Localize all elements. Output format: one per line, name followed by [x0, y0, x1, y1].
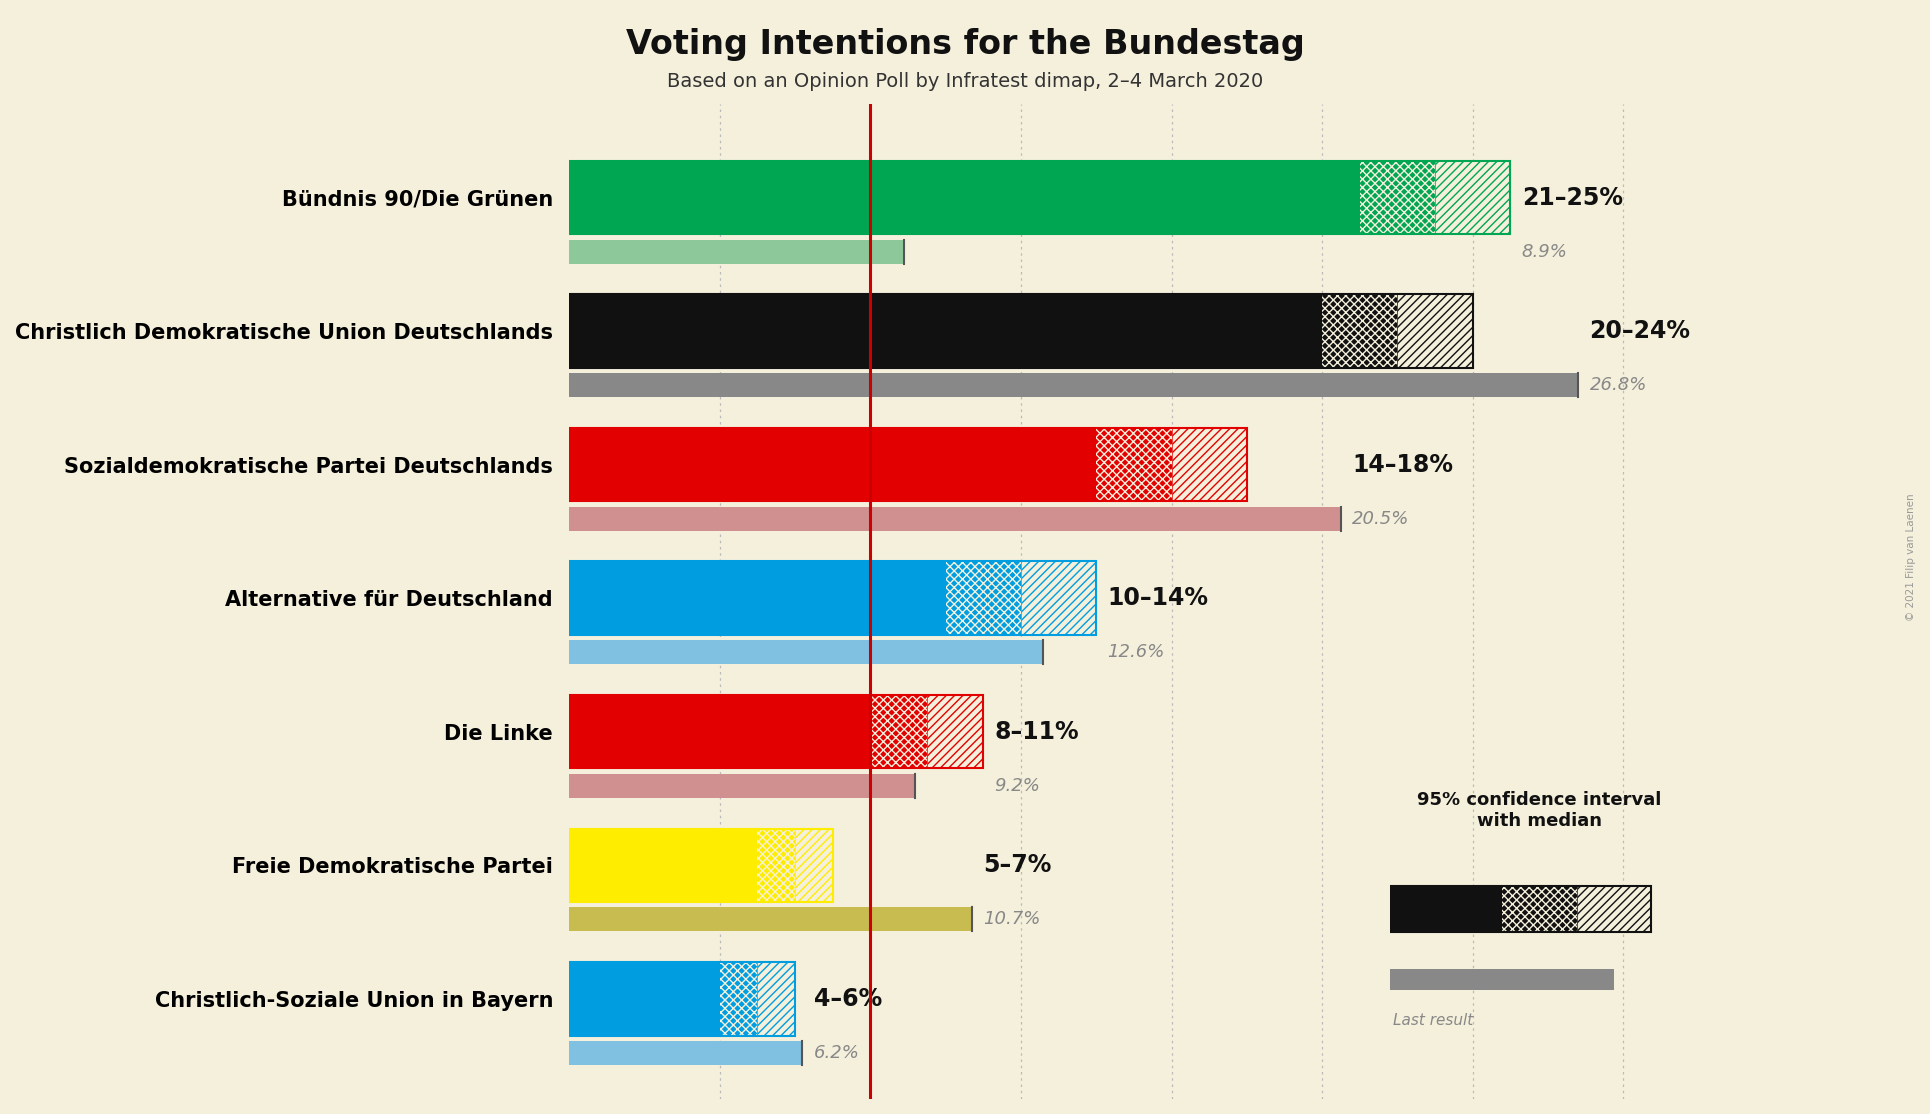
Text: Voting Intentions for the Bundestag: Voting Intentions for the Bundestag — [625, 28, 1305, 61]
Bar — [757, 962, 795, 1036]
Bar — [1361, 160, 1436, 234]
Bar — [1096, 428, 1172, 501]
Bar — [720, 962, 757, 1036]
Text: 95% confidence interval
with median: 95% confidence interval with median — [1417, 791, 1662, 830]
Text: 10–14%: 10–14% — [1108, 586, 1208, 610]
Bar — [1390, 886, 1502, 932]
Text: 12.6%: 12.6% — [1108, 643, 1166, 662]
Bar — [1436, 160, 1511, 234]
Bar — [946, 561, 1021, 635]
Bar — [1361, 160, 1436, 234]
Text: Based on an Opinion Poll by Infratest dimap, 2–4 March 2020: Based on an Opinion Poll by Infratest di… — [668, 72, 1262, 91]
Bar — [569, 641, 1044, 664]
Bar — [795, 829, 832, 902]
Text: 5–7%: 5–7% — [982, 853, 1052, 878]
Text: 9.2%: 9.2% — [994, 776, 1040, 795]
Bar — [1322, 294, 1397, 368]
Bar — [569, 962, 720, 1036]
Text: 21–25%: 21–25% — [1521, 186, 1623, 209]
Bar — [795, 829, 832, 902]
Bar — [569, 695, 870, 769]
Bar — [1397, 294, 1473, 368]
Bar — [870, 695, 926, 769]
Bar — [1322, 294, 1397, 368]
Text: 20–24%: 20–24% — [1590, 319, 1691, 343]
Bar — [569, 160, 1361, 234]
Bar — [926, 695, 982, 769]
Bar — [569, 561, 946, 635]
Text: 6.2%: 6.2% — [814, 1044, 859, 1062]
Text: 4–6%: 4–6% — [814, 987, 882, 1010]
Bar — [757, 829, 795, 902]
Bar — [569, 908, 973, 931]
Bar — [1577, 886, 1652, 932]
Bar — [569, 1040, 803, 1065]
Text: © 2021 Filip van Laenen: © 2021 Filip van Laenen — [1907, 494, 1916, 620]
Bar — [569, 507, 1341, 530]
Text: 10.7%: 10.7% — [982, 910, 1040, 928]
Bar — [757, 829, 795, 902]
Bar — [569, 428, 1247, 501]
Bar — [1502, 886, 1577, 932]
Bar — [569, 294, 1322, 368]
Text: 8–11%: 8–11% — [994, 720, 1079, 744]
Bar — [569, 561, 1096, 635]
Bar — [569, 829, 757, 902]
Bar — [1390, 968, 1613, 990]
Bar — [946, 561, 1021, 635]
Bar — [569, 962, 795, 1036]
Text: 26.8%: 26.8% — [1590, 377, 1646, 394]
Bar — [1502, 886, 1577, 932]
Bar — [870, 695, 926, 769]
Bar — [1096, 428, 1172, 501]
Bar — [1397, 294, 1473, 368]
Bar — [569, 160, 1511, 234]
Bar — [1021, 561, 1096, 635]
Bar — [1172, 428, 1247, 501]
Bar — [1172, 428, 1247, 501]
Bar — [1436, 160, 1511, 234]
Bar — [569, 695, 982, 769]
Bar — [757, 962, 795, 1036]
Bar — [569, 428, 1096, 501]
Bar — [1390, 886, 1652, 932]
Bar — [569, 373, 1579, 398]
Bar — [569, 240, 903, 264]
Text: 14–18%: 14–18% — [1353, 452, 1453, 477]
Bar — [1021, 561, 1096, 635]
Text: 20.5%: 20.5% — [1353, 510, 1409, 528]
Text: 8.9%: 8.9% — [1521, 243, 1567, 261]
Bar — [1577, 886, 1652, 932]
Bar — [926, 695, 982, 769]
Bar — [569, 774, 915, 798]
Bar — [720, 962, 757, 1036]
Bar — [569, 829, 832, 902]
Bar — [569, 294, 1473, 368]
Text: Last result: Last result — [1393, 1013, 1475, 1027]
